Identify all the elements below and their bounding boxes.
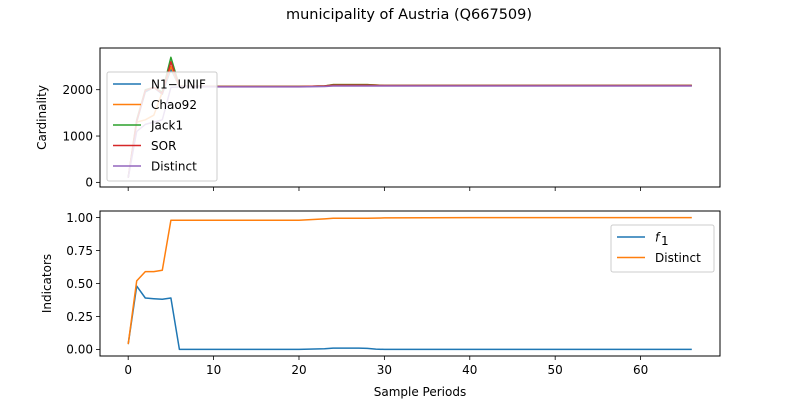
x-tick-label: 10: [206, 363, 221, 377]
x-tick-label: 0: [124, 363, 132, 377]
legend-label: N1−UNIF: [151, 78, 206, 92]
y-tick-label: 0.00: [66, 343, 93, 357]
legend: f 1 Distinct: [610, 224, 715, 273]
legend-label: Jack1: [150, 119, 183, 133]
axes-frame: [99, 47, 721, 188]
y-tick-label: 0.75: [66, 244, 93, 258]
y-tick-label: 0: [85, 176, 93, 190]
y-tick-label: 1.00: [66, 211, 93, 225]
legend-label: Distinct: [151, 160, 197, 174]
x-tick-label: 30: [377, 363, 392, 377]
x-tick-label: 20: [291, 363, 306, 377]
x-tick-label: 40: [462, 363, 477, 377]
series-line-f1: [127, 285, 692, 351]
legend-label-subscript: 1: [661, 234, 669, 248]
y-axis-label: Indicators: [40, 254, 54, 313]
legend-label: Distinct: [655, 251, 701, 265]
x-axis-label: Sample Periods: [374, 385, 466, 399]
y-axis-label: Cardinality: [35, 85, 49, 150]
legend-label: Chao92: [151, 98, 197, 112]
chart-title: municipality of Austria (Q667509): [286, 7, 532, 23]
cardinality-panel: 0 1000 2000 Cardinality N1−UNIF Chao92 Jack1 SO…: [35, 47, 721, 191]
y-tick-label: 2000: [62, 83, 93, 97]
legend-label: f: [655, 231, 661, 245]
y-tick-label: 1000: [62, 129, 93, 143]
y-tick-label: 0.25: [66, 310, 93, 324]
series-line-distinct: [127, 216, 692, 345]
x-tick-label: 60: [633, 363, 648, 377]
legend-label: SOR: [151, 139, 176, 153]
legend: N1−UNIF Chao92 Jack1 SOR Distinct: [106, 71, 218, 182]
x-tick-label: 50: [548, 363, 563, 377]
indicators-panel: 0 10 20 30 40 50 60 0.00 0.25 0.50 0.75 1.00 Indicat…: [40, 210, 721, 399]
legend-frame: [106, 71, 218, 182]
y-tick-label: 0.50: [66, 277, 93, 291]
